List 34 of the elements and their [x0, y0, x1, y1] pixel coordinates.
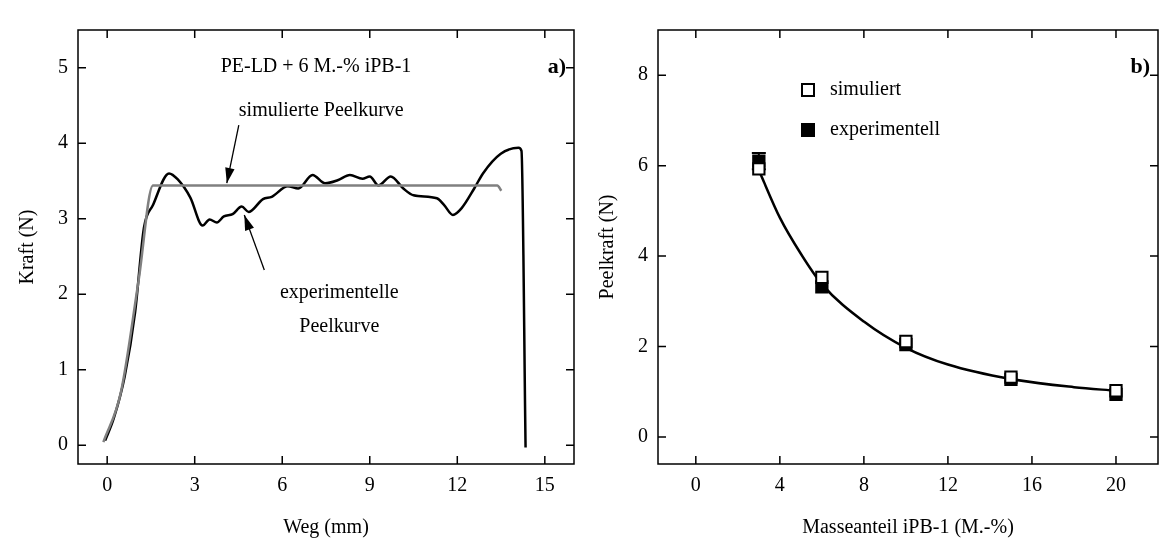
- x-tick-label: 12: [937, 473, 958, 496]
- x-tick-label: 0: [102, 473, 113, 496]
- y-axis-title: Peelkraft (N): [595, 194, 619, 300]
- x-axis-title: Weg (mm): [283, 515, 369, 539]
- y-tick-label: 2: [638, 333, 648, 356]
- y-tick-label: 0: [58, 432, 68, 455]
- x-tick-label: 3: [189, 473, 200, 496]
- y-tick-label: 4: [638, 243, 648, 266]
- legend-label: simuliert: [830, 77, 902, 100]
- x-tick-label: 12: [447, 473, 468, 496]
- y-tick-label: 8: [638, 62, 648, 85]
- annotation: a): [547, 52, 566, 78]
- y-tick-label: 3: [58, 205, 68, 228]
- y-tick-label: 0: [638, 424, 648, 447]
- x-tick-label: 15: [534, 473, 555, 496]
- y-tick-label: 6: [638, 152, 648, 175]
- x-axis-title: Masseanteil iPB-1 (M.-%): [802, 515, 1014, 539]
- annotation: simulierte Peelkurve: [238, 98, 404, 121]
- x-tick-label: 8: [858, 473, 869, 496]
- y-tick-label: 1: [58, 356, 68, 379]
- y-axis-title: Kraft (N): [15, 209, 39, 285]
- x-tick-label: 20: [1105, 473, 1126, 496]
- x-tick-label: 16: [1021, 473, 1042, 496]
- legend-label: experimentell: [830, 117, 941, 141]
- annotation: experimentelle Peelkurve: [279, 280, 399, 337]
- y-tick-label: 4: [58, 130, 68, 153]
- x-tick-label: 6: [277, 473, 288, 496]
- x-tick-label: 9: [364, 473, 375, 496]
- x-tick-label: 4: [774, 473, 785, 496]
- x-tick-label: 0: [690, 473, 701, 496]
- y-tick-label: 5: [58, 54, 68, 77]
- text: PE-LD + 6 M.-% iPB-1: [220, 54, 412, 77]
- annotation: b): [1130, 52, 1150, 78]
- y-tick-label: 2: [58, 281, 68, 304]
